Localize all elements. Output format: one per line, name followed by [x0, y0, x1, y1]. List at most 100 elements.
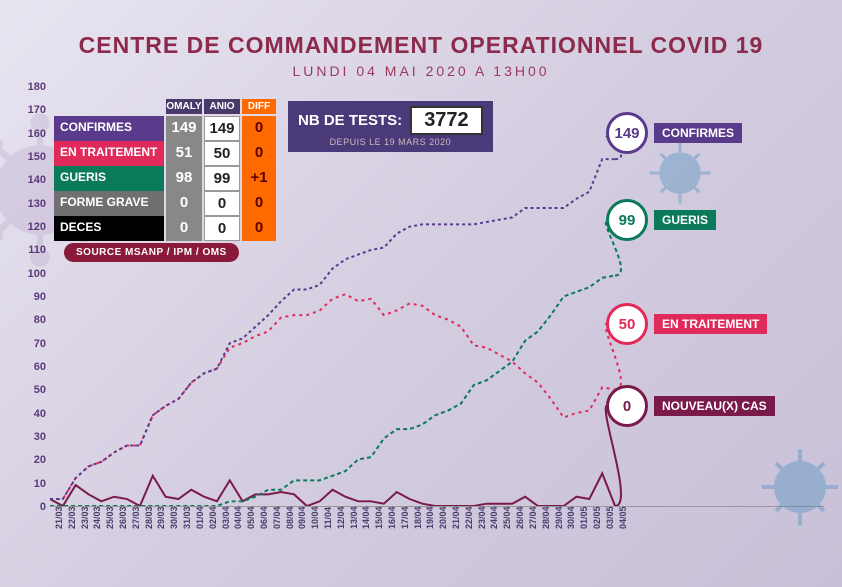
- end-label-gueris: 99 GUERIS: [606, 199, 716, 241]
- xtick: 26/03: [118, 506, 128, 529]
- row-label: GUERIS: [54, 166, 164, 191]
- stats-row-forme_grave: FORME GRAVE000: [54, 191, 276, 216]
- cell-omaly: 98: [166, 166, 202, 191]
- cell-anio: 99: [204, 166, 240, 191]
- ytick: 0: [40, 501, 46, 513]
- page-title: CENTRE DE COMMANDEMENT OPERATIONNEL COVI…: [0, 32, 842, 59]
- xtick: 29/04: [554, 506, 564, 529]
- xtick: 03/04: [221, 506, 231, 529]
- xtick: 28/03: [144, 506, 154, 529]
- xtick: 09/04: [297, 506, 307, 529]
- ytick: 30: [34, 431, 46, 443]
- ytick: 80: [34, 314, 46, 326]
- xtick: 05/04: [246, 506, 256, 529]
- ytick: 110: [28, 244, 46, 256]
- xtick: 03/05: [605, 506, 615, 529]
- cell-anio: 0: [204, 191, 240, 216]
- ytick: 40: [34, 408, 46, 420]
- xtick: 01/04: [195, 506, 205, 529]
- row-label: FORME GRAVE: [54, 191, 164, 216]
- stats-row-gueris: GUERIS9899+1: [54, 166, 276, 191]
- xtick: 23/04: [477, 506, 487, 529]
- cell-omaly: 0: [166, 191, 202, 216]
- ytick: 20: [34, 454, 46, 466]
- ytick: 90: [34, 291, 46, 303]
- cell-diff: +1: [242, 166, 276, 191]
- xtick: 29/03: [156, 506, 166, 529]
- xtick: 02/05: [592, 506, 602, 529]
- header: CENTRE DE COMMANDEMENT OPERATIONNEL COVI…: [0, 0, 842, 79]
- tests-value: 3772: [410, 106, 483, 135]
- row-label: EN TRAITEMENT: [54, 141, 164, 166]
- xtick: 31/03: [182, 506, 192, 529]
- y-axis: 0102030405060708090100110120130140150160…: [18, 87, 48, 507]
- xtick: 04/04: [233, 506, 243, 529]
- xtick: 13/04: [349, 506, 359, 529]
- xtick: 14/04: [361, 506, 371, 529]
- cell-omaly: 149: [166, 116, 202, 141]
- xtick: 10/04: [310, 506, 320, 529]
- col-omaly: OMALY: [166, 99, 202, 114]
- xtick: 27/03: [131, 506, 141, 529]
- xtick: 04/05: [618, 506, 628, 529]
- xtick: 15/04: [374, 506, 384, 529]
- xtick: 18/04: [413, 506, 423, 529]
- stats-header: OMALY ANIO DIFF: [166, 99, 276, 114]
- xtick: 16/04: [387, 506, 397, 529]
- xtick: 07/04: [272, 506, 282, 529]
- end-label-confirmes: 149 CONFIRMES: [606, 112, 742, 154]
- cell-anio: 149: [204, 116, 240, 141]
- end-bubble: 0: [606, 385, 648, 427]
- stats-row-confirmes: CONFIRMES1491490: [54, 116, 276, 141]
- xtick: 22/03: [67, 506, 77, 529]
- tests-box: NB DE TESTS: 3772 DEPUIS LE 19 MARS 2020: [288, 101, 493, 152]
- xtick: 11/04: [323, 507, 333, 529]
- xtick: 25/03: [105, 506, 115, 529]
- xtick: 08/04: [285, 506, 295, 529]
- end-bubble: 149: [606, 112, 648, 154]
- ytick: 170: [28, 104, 46, 116]
- end-tag: CONFIRMES: [654, 123, 742, 143]
- xtick: 25/04: [502, 506, 512, 529]
- tests-label: NB DE TESTS:: [298, 112, 402, 129]
- ytick: 10: [34, 478, 46, 490]
- chart-area: OMALY ANIO DIFF CONFIRMES1491490EN TRAIT…: [50, 87, 824, 507]
- ytick: 160: [28, 128, 46, 140]
- end-bubble: 99: [606, 199, 648, 241]
- stats-row-en_traitement: EN TRAITEMENT51500: [54, 141, 276, 166]
- content: 0102030405060708090100110120130140150160…: [18, 87, 824, 547]
- ytick: 130: [28, 198, 46, 210]
- ytick: 120: [28, 221, 46, 233]
- series-en_traitement: [50, 294, 615, 499]
- series-gueris: [50, 276, 615, 506]
- xtick: 28/04: [541, 506, 551, 529]
- end-tag: GUERIS: [654, 210, 716, 230]
- stats-table: OMALY ANIO DIFF CONFIRMES1491490EN TRAIT…: [54, 99, 276, 241]
- xtick: 17/04: [400, 506, 410, 529]
- row-label: DECES: [54, 216, 164, 241]
- col-anio: ANIO: [204, 99, 240, 114]
- cell-diff: 0: [242, 191, 276, 216]
- x-axis: 21/0322/0323/0324/0325/0326/0327/0328/03…: [50, 507, 824, 547]
- xtick: 26/04: [515, 506, 525, 529]
- cell-anio: 0: [204, 216, 240, 241]
- source-banner: SOURCE MSANP / IPM / OMS: [64, 243, 239, 262]
- xtick: 30/04: [566, 506, 576, 529]
- ytick: 70: [34, 338, 46, 350]
- xtick: 24/04: [489, 506, 499, 529]
- xtick: 02/04: [208, 506, 218, 529]
- ytick: 60: [34, 361, 46, 373]
- end-label-nouveau_cas: 0NOUVEAU(X) CAS: [606, 385, 775, 427]
- ytick: 50: [34, 384, 46, 396]
- xtick: 30/03: [169, 506, 179, 529]
- series-nouveau_cas: [50, 473, 615, 506]
- end-bubble: 50: [606, 303, 648, 345]
- tests-since: DEPUIS LE 19 MARS 2020: [298, 137, 483, 147]
- ytick: 140: [28, 174, 46, 186]
- end-label-en_traitement: 50EN TRAITEMENT: [606, 303, 767, 345]
- page-subtitle: LUNDI 04 MAI 2020 A 13H00: [0, 63, 842, 79]
- xtick: 19/04: [425, 506, 435, 529]
- xtick: 21/03: [54, 506, 64, 529]
- xtick: 12/04: [336, 506, 346, 529]
- row-label: CONFIRMES: [54, 116, 164, 141]
